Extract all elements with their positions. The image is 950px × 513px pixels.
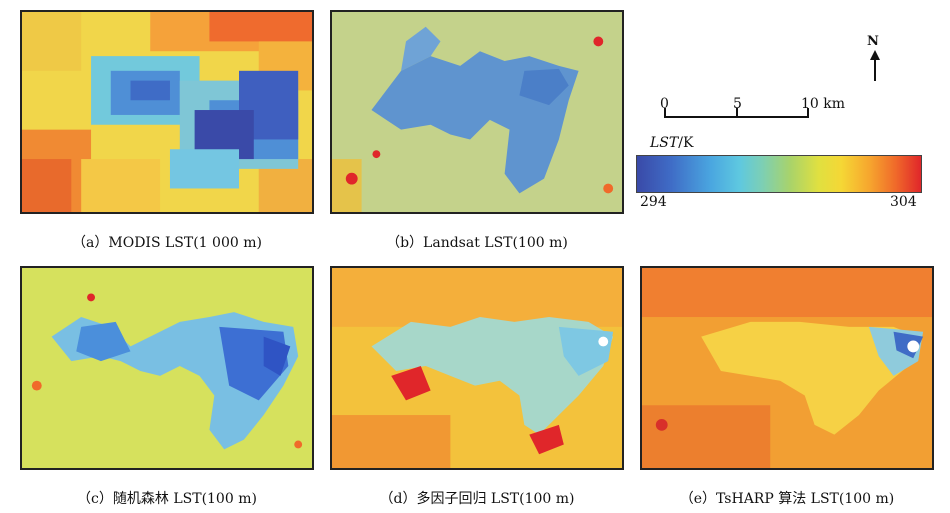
legend-title-var: LST	[650, 135, 679, 151]
modis-lst-raster	[22, 12, 312, 212]
scale-label-5: 5	[733, 96, 742, 112]
north-arrow-stem	[874, 59, 876, 81]
random-forest-lst-raster	[22, 268, 312, 468]
panel-e-tsharp-map	[640, 266, 934, 470]
caption-d: （d）多因子回归 LST(100 m)	[379, 491, 575, 507]
caption-e: （e）TsHARP 算法 LST(100 m)	[679, 491, 895, 507]
north-label: N	[867, 34, 879, 49]
caption-b: （b）Landsat LST(100 m)	[386, 235, 568, 251]
panel-a-modis-map	[20, 10, 314, 214]
landsat-lst-raster	[332, 12, 622, 212]
scale-tick-10	[807, 108, 809, 118]
caption-a: （a）MODIS LST(1 000 m)	[72, 235, 262, 251]
legend-title: LST/K	[650, 135, 693, 151]
scale-label-0: 0	[660, 96, 669, 112]
panel-d-regression-map	[330, 266, 624, 470]
legend-colorbar	[636, 155, 922, 193]
legend-min: 294	[640, 194, 667, 210]
legend-title-unit: /K	[678, 135, 694, 151]
scale-tick-5	[736, 108, 738, 118]
tsharp-lst-raster	[642, 268, 932, 468]
scale-bar: 0 5 10 km	[660, 96, 850, 136]
regression-lst-raster	[332, 268, 622, 468]
north-arrow-icon	[870, 50, 880, 60]
scale-label-10: 10 km	[801, 96, 846, 112]
scale-tick-0	[664, 108, 666, 118]
panel-b-landsat-map	[330, 10, 624, 214]
panel-c-random-forest-map	[20, 266, 314, 470]
legend-max: 304	[890, 194, 917, 210]
caption-c: （c）随机森林 LST(100 m)	[77, 491, 257, 507]
